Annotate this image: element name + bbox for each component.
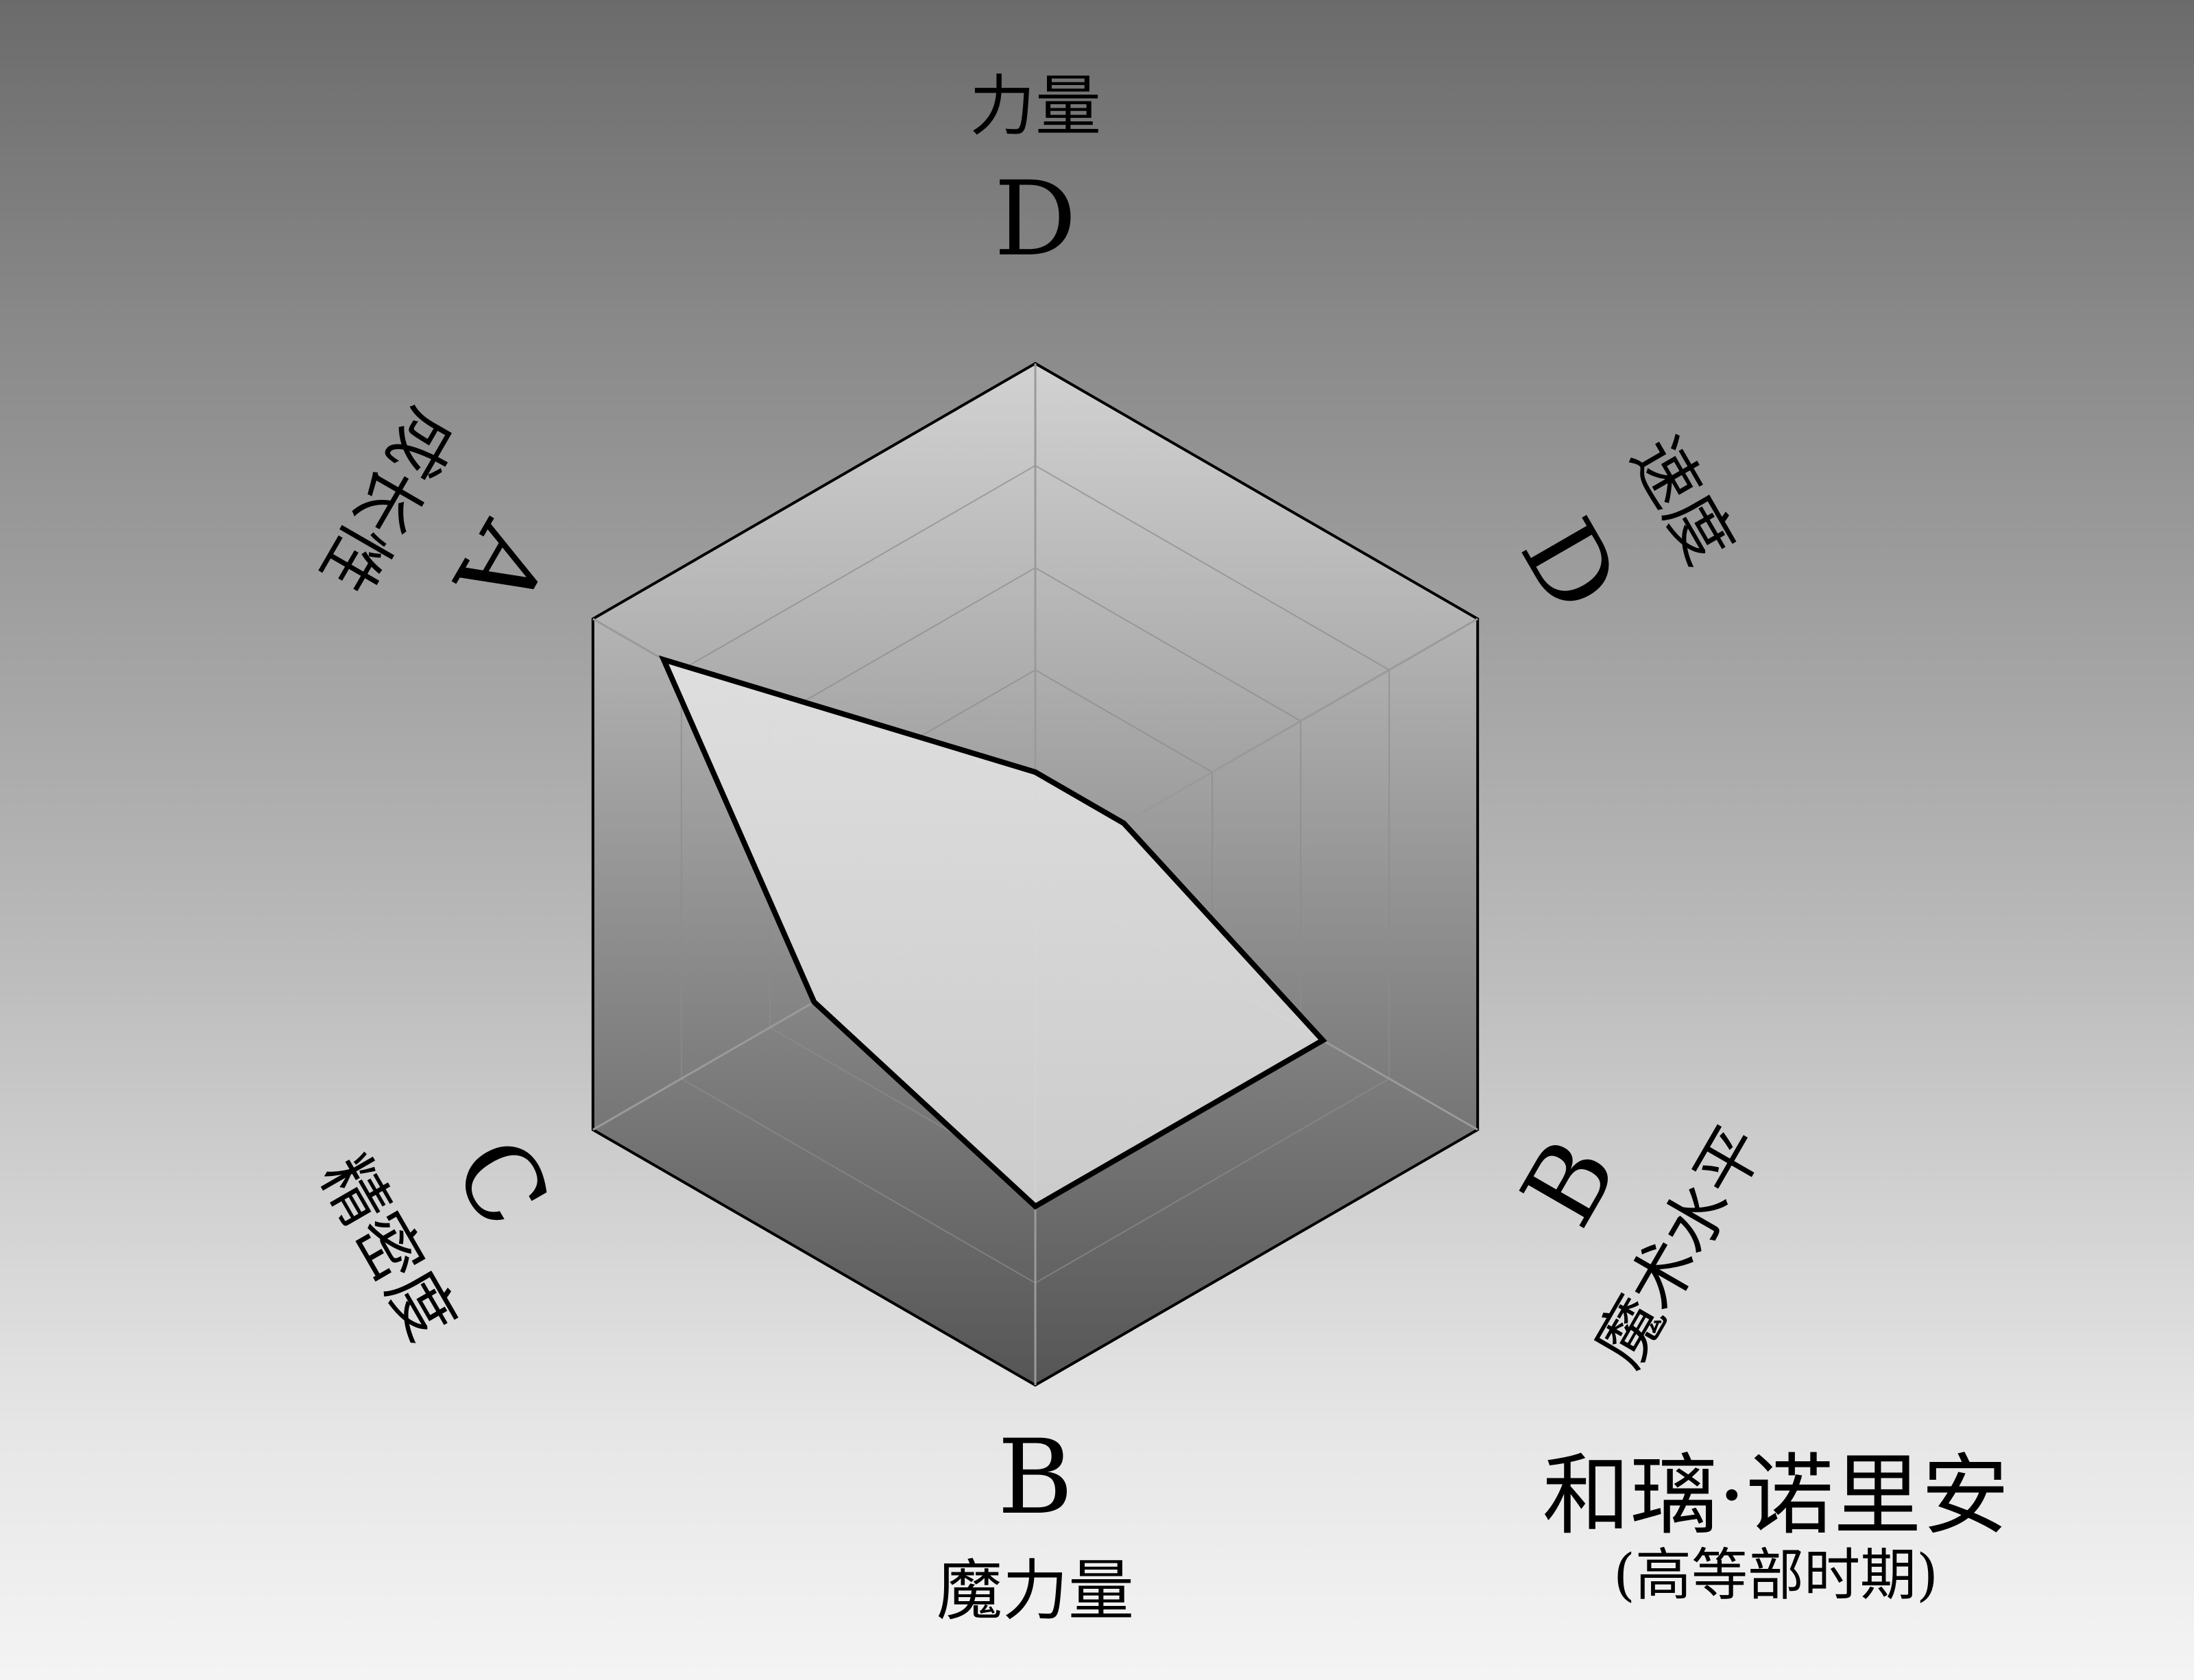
axis-grade-label: B <box>1499 1120 1641 1245</box>
axis-grade-label: C <box>430 1119 572 1247</box>
axis-grade-label: B <box>998 1418 1073 1537</box>
character-caption: 和璃·诺里安 (高等部时期) <box>1481 1450 2071 1610</box>
axis-name-label: 力量 <box>969 68 1101 145</box>
character-name: 和璃·诺里安 <box>1542 1445 2010 1547</box>
radar-series <box>658 655 1327 1210</box>
radar-series-area <box>664 660 1323 1207</box>
axis-name-label: 魔术水平 <box>1580 1113 1779 1380</box>
radar-series-outline <box>658 655 1327 1210</box>
axis-grade-label: D <box>994 160 1076 279</box>
axis-grade-label: D <box>1497 500 1642 631</box>
axis-grade-label: A <box>430 503 571 629</box>
axis-name-label: 速度 <box>1616 424 1748 577</box>
character-period: (高等部时期) <box>1613 1543 1938 1609</box>
axis-name-label: 魔力量 <box>937 1552 1134 1629</box>
